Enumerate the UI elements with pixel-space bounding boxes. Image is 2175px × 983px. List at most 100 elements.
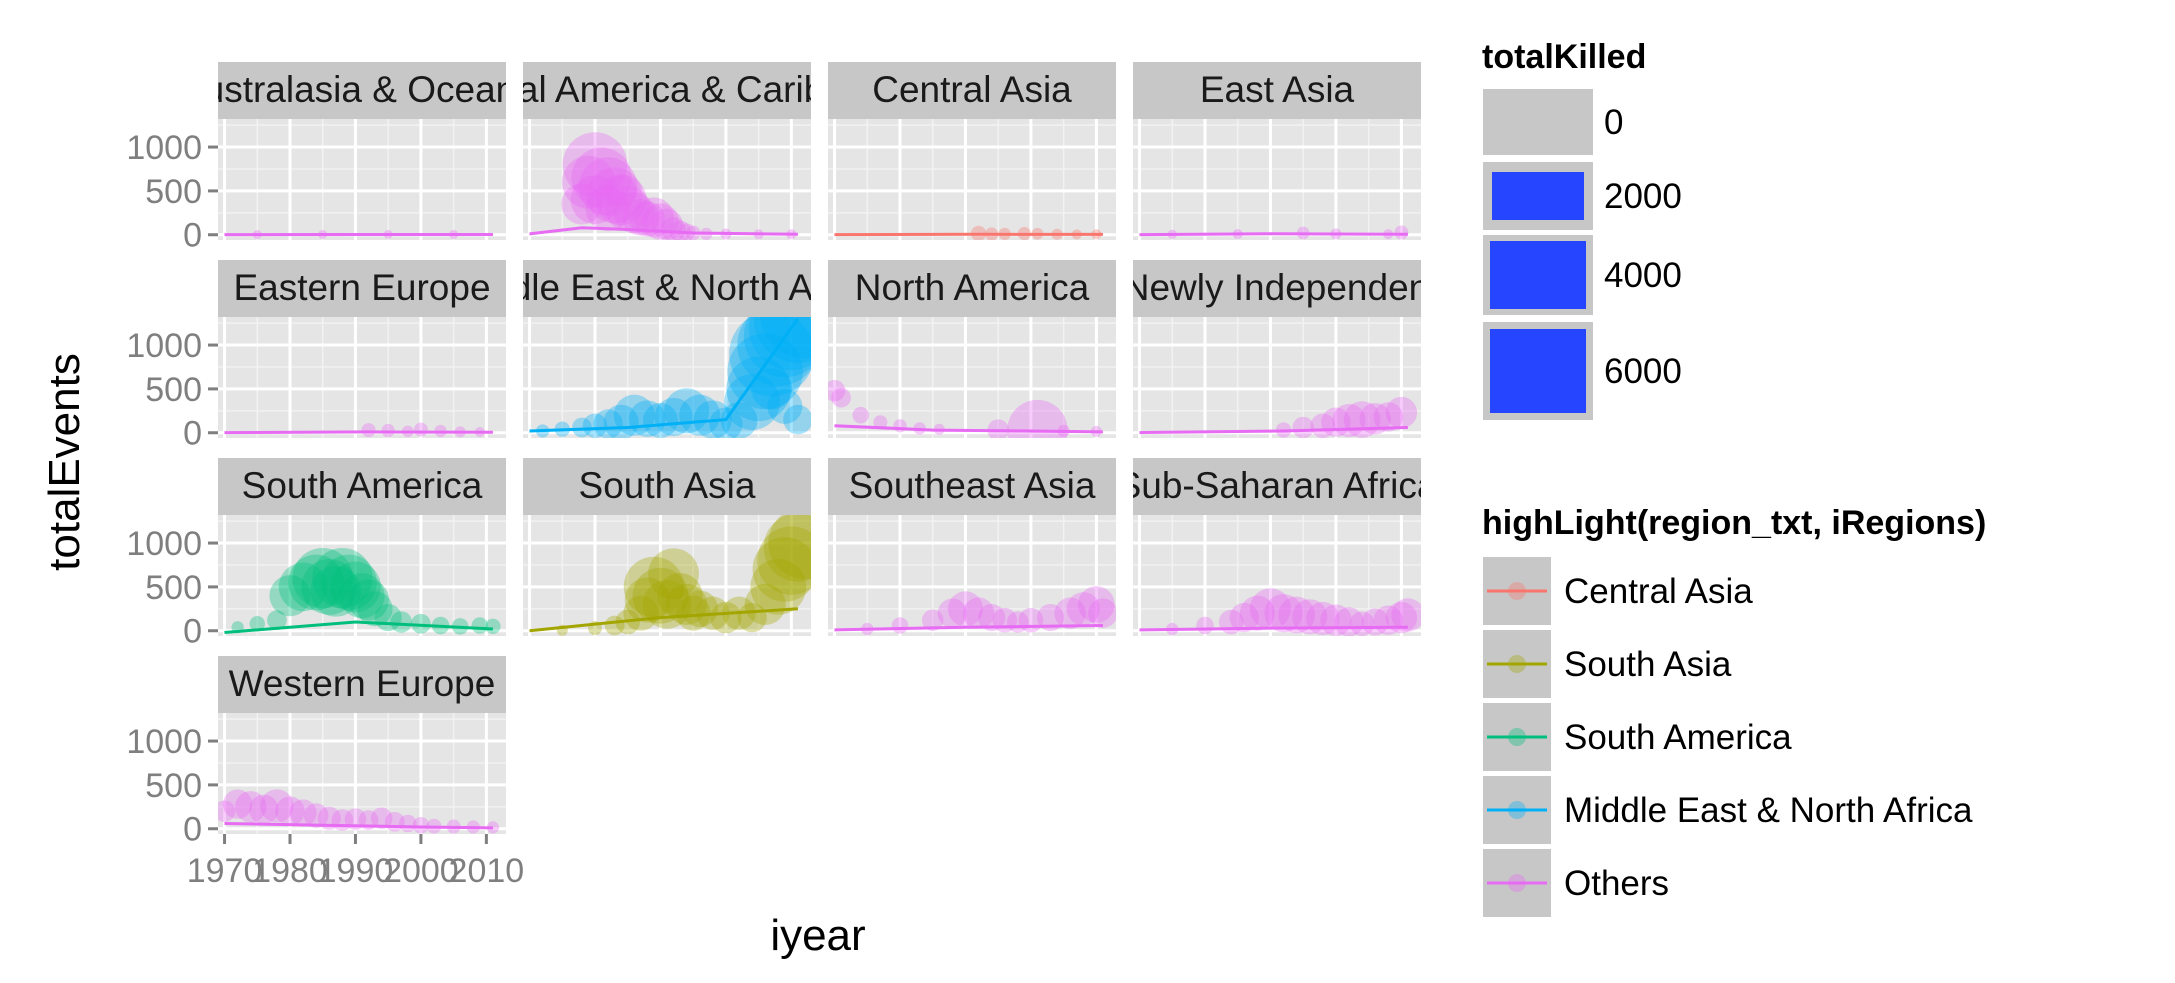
facet-strip-title: North America [855, 267, 1090, 308]
facet-strip [1133, 260, 1421, 317]
color-legend-label: South Asia [1564, 645, 1732, 684]
color-legend-label: Central Asia [1564, 572, 1753, 611]
y-tick-label: 1000 [126, 327, 202, 365]
gridlines [828, 515, 1116, 636]
bubble-point [578, 157, 638, 216]
gridlines [523, 317, 811, 438]
bubble-point [654, 397, 693, 437]
y-tick-label: 1000 [126, 723, 202, 761]
y-tick-label: 0 [183, 217, 202, 255]
size-legend-title: totalKilled [1482, 38, 1646, 76]
bubble-point [357, 591, 393, 627]
bubble-point [218, 800, 236, 822]
bubble-point [1359, 402, 1391, 435]
color-legend-point [1508, 655, 1526, 673]
bubble-point [222, 789, 253, 819]
bubble-point [757, 526, 811, 595]
bubble-point [292, 547, 353, 609]
bubble-point [413, 422, 428, 437]
bubble-point [1249, 588, 1292, 630]
facet-strip [828, 260, 1116, 317]
panel-background [1133, 515, 1421, 636]
bubble-point [921, 609, 944, 631]
bubble-point [724, 374, 780, 430]
bubble-point [1007, 399, 1068, 438]
bubble-point [288, 554, 345, 611]
bubble-point [269, 575, 311, 617]
bubble-point [571, 147, 632, 208]
facet-strip-title: Australasia & Oceania [179, 69, 546, 110]
facet-strip [1133, 62, 1421, 119]
facet-panel-north-america: North America [828, 260, 1116, 438]
facet-panel-central-america-caribbean: Central America & Caribbean [427, 62, 906, 240]
smooth-line [224, 822, 493, 830]
bubble-point [1278, 596, 1315, 634]
color-legend-point [1508, 801, 1526, 819]
facet-strip-title: Central America & Caribbean [427, 69, 906, 110]
y-axis: 0 500 1000 [126, 129, 218, 255]
panel-background [1133, 119, 1421, 240]
color-legend-point [1508, 874, 1526, 892]
bubble-point [675, 595, 711, 631]
facet-panel-western-europe: Western Europe [218, 656, 506, 834]
facet-panel-australasia-oceania: Australasia & Oceania [179, 62, 546, 240]
bubble-point [720, 402, 758, 438]
y-axis: 0 500 1000 [126, 327, 218, 453]
facet-panel-central-asia: Central Asia [828, 62, 1116, 240]
bubble-point [1078, 586, 1115, 623]
smooth-line [224, 430, 493, 435]
bubble-point [1264, 594, 1303, 633]
facet-strip-title: Eastern Europe [233, 267, 490, 308]
smooth-line [834, 424, 1103, 434]
panel-background [828, 119, 1116, 240]
bubble-point [570, 175, 620, 224]
smooth-line [1139, 625, 1408, 632]
facet-strip-title: Sub-Saharan Africa [1117, 465, 1438, 506]
bubble-point [249, 616, 265, 632]
bubble-point [657, 573, 703, 619]
facet-strip-title: Southeast Asia [849, 465, 1096, 506]
bubble-point [661, 217, 686, 240]
y-tick-label: 500 [145, 173, 202, 211]
facet-strip [218, 62, 506, 119]
facet-strip [523, 62, 811, 119]
legends: totalKilled 0 2000 4000 6000 highLight(region… [1481, 38, 1986, 919]
facet-panel-southeast-asia: Southeast Asia [828, 458, 1116, 636]
bubble-point [1394, 225, 1409, 240]
y-tick-label: 500 [145, 569, 202, 607]
bubble-point [562, 132, 628, 197]
panel-background [1133, 317, 1421, 438]
points-russia-the-newly-independent-states-nis- [1275, 396, 1418, 438]
bubble-point [411, 613, 431, 634]
smooth-line [529, 226, 798, 236]
bubble-point [301, 558, 358, 615]
facet-strip-title: Middle East & North Africa [451, 267, 883, 308]
x-tick-label: 1990 [318, 852, 394, 890]
bubble-point [1391, 598, 1421, 632]
bubble-point [828, 379, 846, 402]
bubble-point [485, 618, 501, 635]
bubble-point [312, 547, 373, 609]
bubble-point [260, 789, 294, 823]
y-axis-title: totalEvents [40, 353, 89, 571]
x-tick-label: 2010 [449, 852, 525, 890]
bubble-point [763, 515, 811, 582]
bubble-point [768, 515, 811, 580]
points-south-america [231, 547, 501, 635]
bubble-point [235, 791, 267, 823]
facet-axes: 0 500 1000 0 500 1000 0 500 1000 0 500 1000 19701980… [126, 129, 524, 890]
bubble-point [1054, 597, 1086, 629]
bubble-point [613, 192, 655, 234]
y-axis: 0 500 1000 [126, 525, 218, 651]
facet-strip [1133, 458, 1421, 515]
bubble-point [624, 577, 670, 623]
bubble-point [1196, 616, 1214, 635]
bubble-point [1036, 604, 1065, 632]
bubble-point [634, 197, 674, 238]
facet-panel-middle-east-north-africa: Middle East & North Africa [451, 260, 883, 438]
color-legend-label: Others [1564, 864, 1669, 903]
bubble-point [767, 388, 803, 424]
points-southeast-asia [861, 586, 1116, 636]
panel-background [828, 317, 1116, 438]
facet-strip [523, 260, 811, 317]
